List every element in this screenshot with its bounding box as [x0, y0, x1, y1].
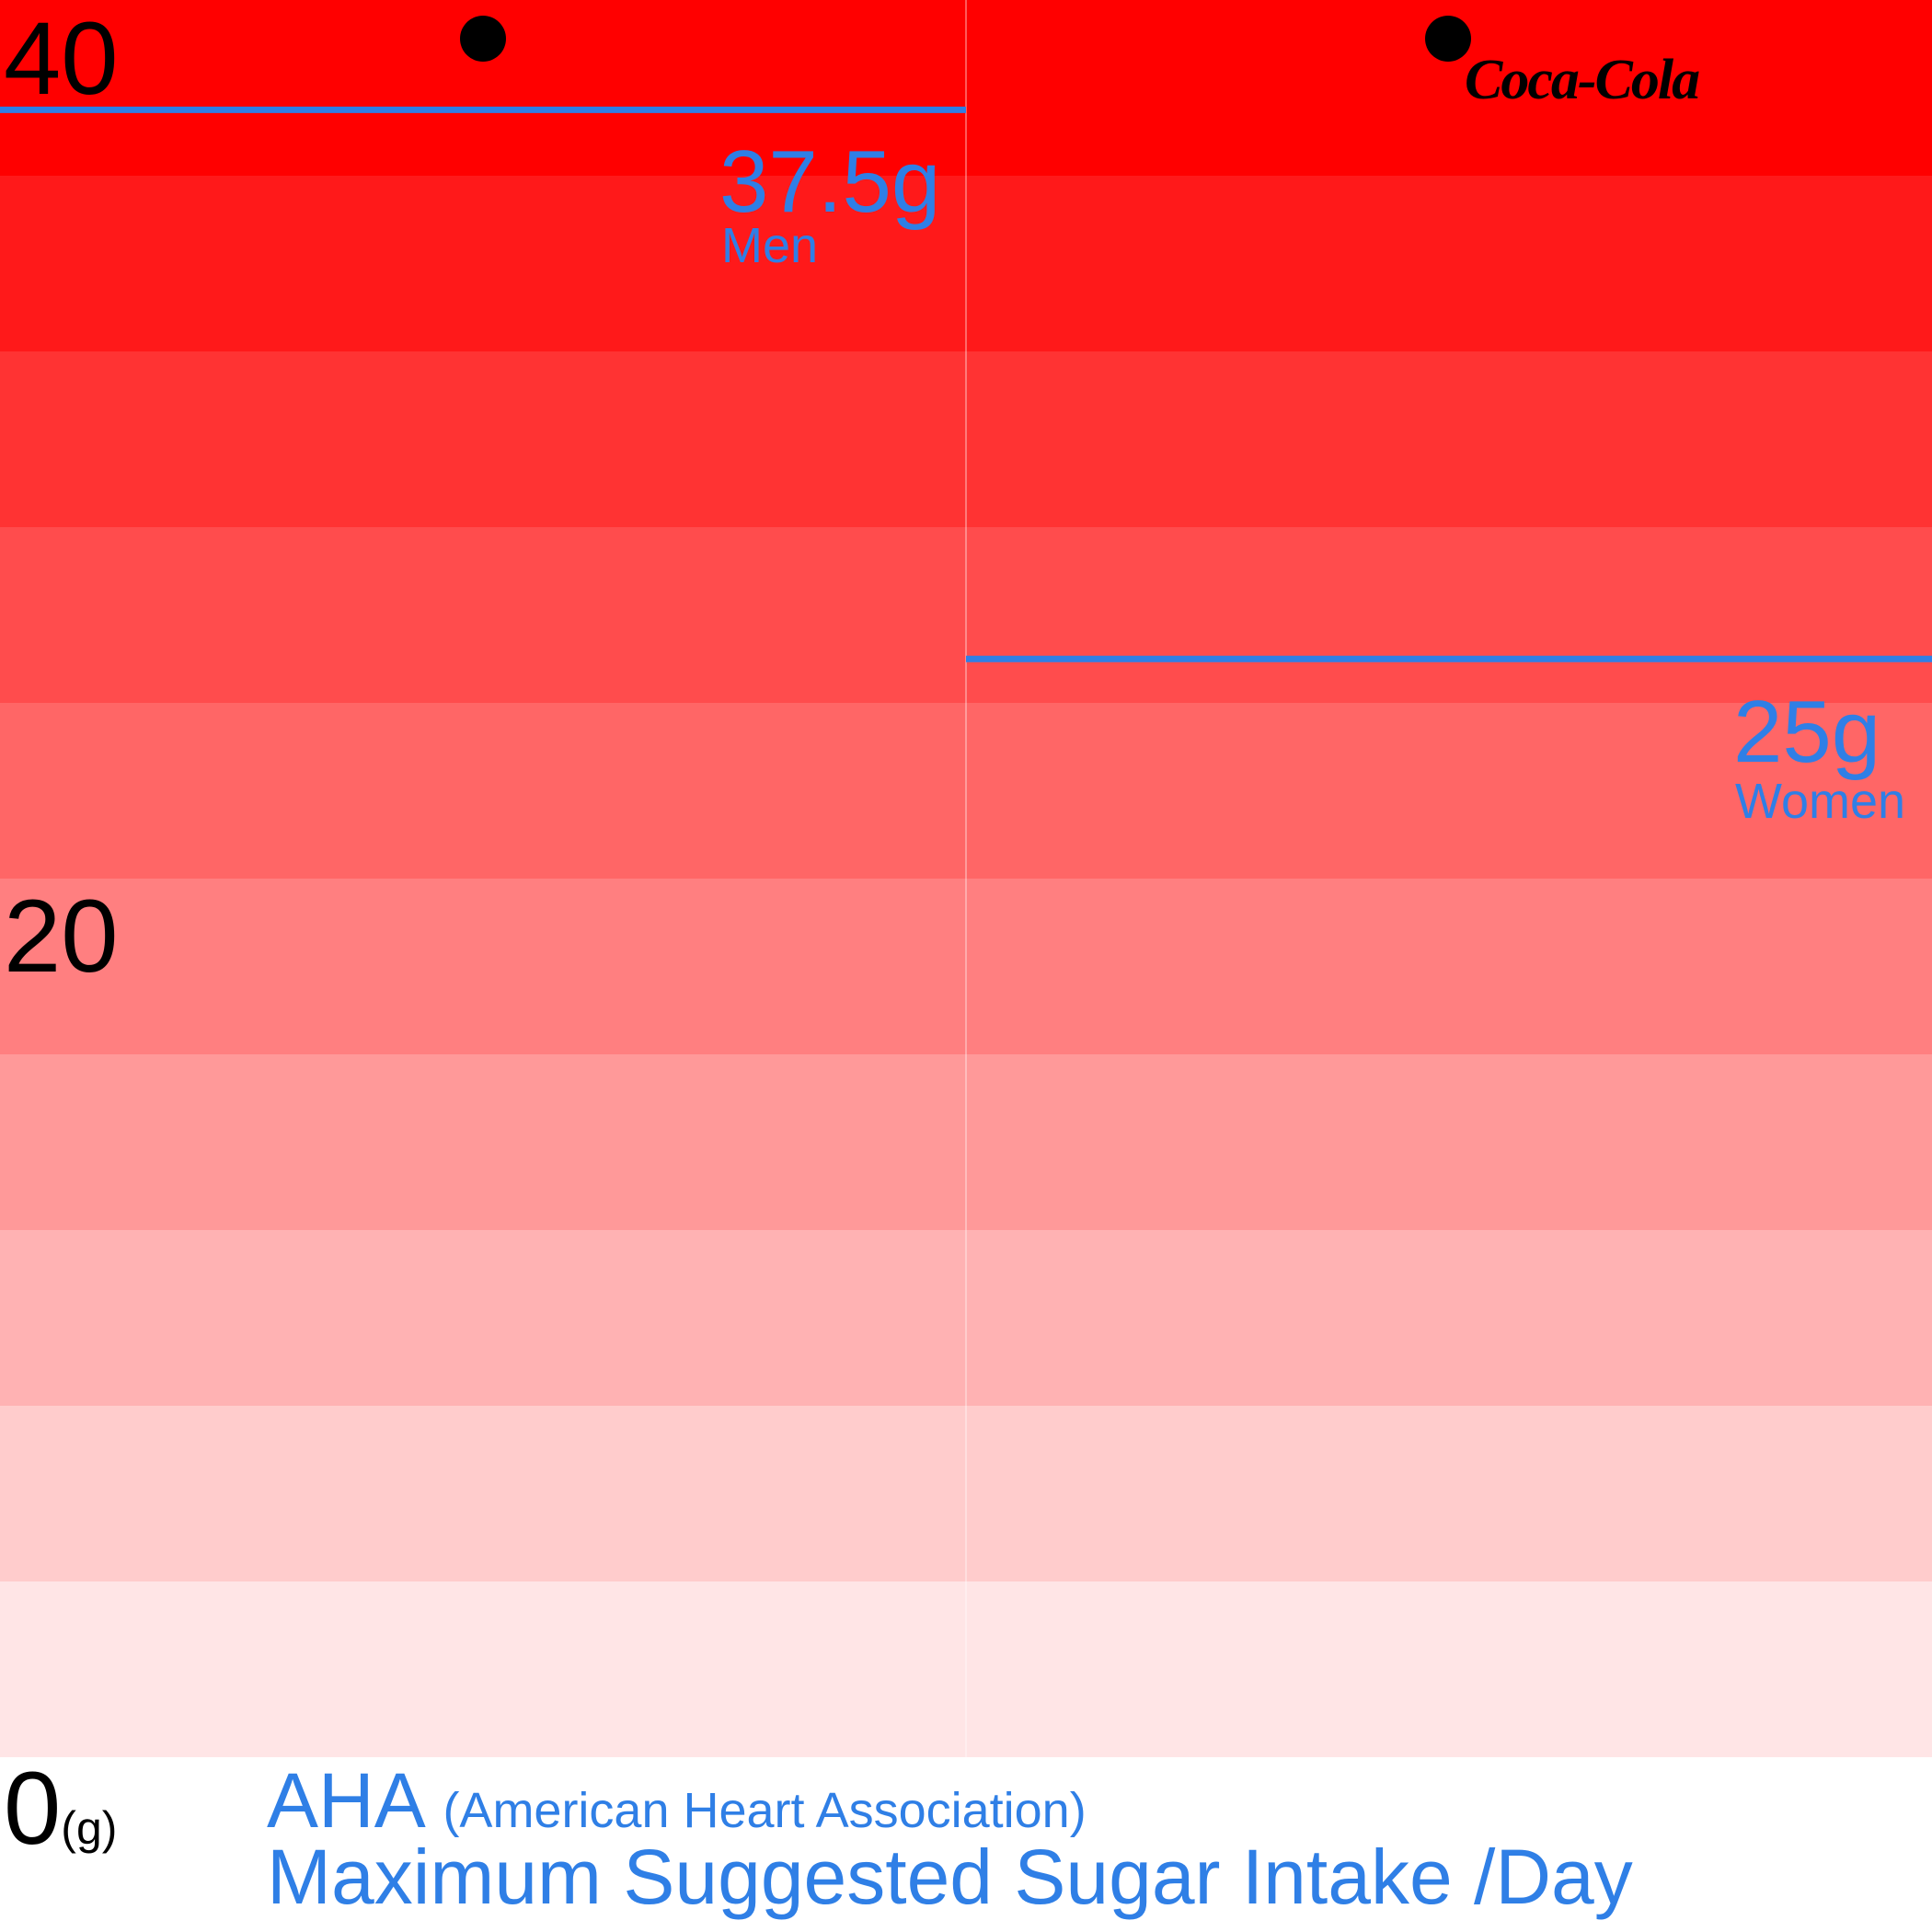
background-band-5 — [0, 879, 1932, 1054]
y-tick-zero: 0 — [4, 1751, 62, 1866]
background-band-6 — [0, 703, 1932, 879]
coca-cola-logo-icon: Coca-Cola — [1465, 49, 1700, 111]
background-band-9 — [0, 176, 1932, 351]
y-tick-label-0: 0(g) — [4, 1757, 117, 1860]
y-tick-label-40: 40 — [4, 1, 119, 116]
background-band-3 — [0, 1230, 1932, 1406]
y-axis-unit: (g) — [61, 1802, 118, 1854]
marker-women — [1425, 16, 1471, 62]
background-band-8 — [0, 351, 1932, 527]
y-tick-label-20: 20 — [4, 879, 119, 994]
background-band-10 — [0, 0, 1932, 176]
caption-org: AHA — [267, 1757, 422, 1844]
women-category-label: Women — [1735, 774, 1906, 829]
men-category-label: Men — [721, 218, 819, 273]
background-band-2 — [0, 1406, 1932, 1581]
marker-men — [460, 16, 506, 62]
caption-subtitle: Maximum Suggested Sugar Intake /Day — [267, 1834, 1633, 1920]
caption-title: AHA (American Heart Association) — [267, 1762, 1087, 1839]
women-value-label: 25g — [1733, 683, 1881, 781]
background-band-4 — [0, 1054, 1932, 1230]
background-band-1 — [0, 1581, 1932, 1757]
men-value-label: 37.5g — [719, 132, 941, 231]
caption-org-full: (American Heart Association) — [443, 1783, 1087, 1838]
background-band-7 — [0, 527, 1932, 703]
